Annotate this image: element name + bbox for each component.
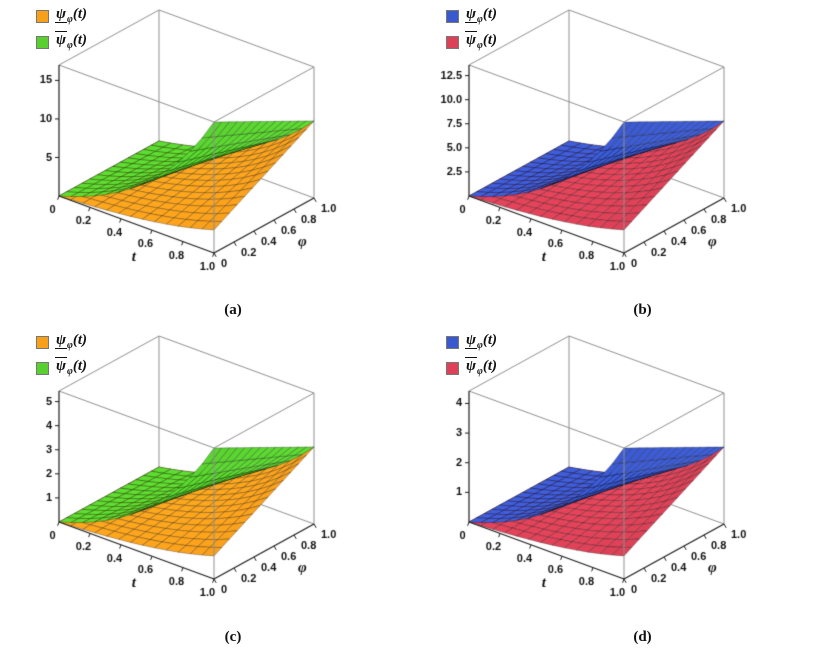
legend-swatch-upper (446, 361, 459, 375)
legend-swatch-lower (36, 9, 49, 23)
legend-label: ψφ(t) (465, 357, 498, 377)
psi-symbol: ψ (465, 332, 478, 349)
legend-item-lower-solution: ψφ(t) (446, 332, 498, 351)
panel-caption: (d) (633, 629, 652, 645)
legend-label: ψφ(t) (55, 31, 88, 51)
legend-label: ψφ(t) (465, 6, 498, 25)
psi-subscript: φ (477, 366, 483, 377)
legend-label: ψφ(t) (465, 332, 498, 351)
psi-symbol: ψ (465, 31, 478, 48)
psi-argument: (t) (482, 32, 498, 48)
legend-swatch-upper (36, 361, 49, 375)
psi-symbol: ψ (55, 332, 68, 349)
psi-symbol: ψ (55, 6, 68, 23)
psi-argument: (t) (72, 332, 88, 348)
legend: ψφ(t) ψφ(t) (36, 332, 88, 377)
legend-label: ψφ(t) (55, 357, 88, 377)
psi-subscript: φ (67, 14, 73, 25)
legend: ψφ(t) ψφ(t) (446, 332, 498, 377)
surface-plot-b (412, 0, 818, 292)
panel-d: ψφ(t) ψφ(t) (d) (410, 326, 819, 653)
psi-argument: (t) (482, 332, 498, 348)
psi-subscript: φ (477, 40, 483, 51)
legend-swatch-lower (446, 9, 459, 23)
legend-swatch-lower (446, 335, 459, 349)
psi-symbol: ψ (465, 357, 478, 374)
legend-swatch-lower (36, 335, 49, 349)
legend-item-lower-solution: ψφ(t) (446, 6, 498, 25)
legend-label: ψφ(t) (465, 31, 498, 51)
psi-symbol: ψ (55, 31, 68, 48)
legend-item-upper-solution: ψφ(t) (446, 31, 498, 51)
panel-caption: (c) (224, 629, 242, 645)
panel-c: ψφ(t) ψφ(t) (c) (0, 326, 410, 653)
legend-swatch-upper (446, 35, 459, 49)
psi-argument: (t) (72, 358, 88, 374)
psi-argument: (t) (482, 6, 498, 22)
psi-argument: (t) (72, 32, 88, 48)
psi-subscript: φ (477, 14, 483, 25)
panel-caption: (b) (633, 302, 652, 318)
legend: ψφ(t) ψφ(t) (36, 6, 88, 51)
panel-a: ψφ(t) ψφ(t) (a) (0, 0, 410, 326)
surface-plot-d (412, 326, 818, 618)
legend-item-upper-solution: ψφ(t) (446, 357, 498, 377)
psi-symbol: ψ (465, 6, 478, 23)
legend-swatch-upper (36, 35, 49, 49)
legend: ψφ(t) ψφ(t) (446, 6, 498, 51)
psi-subscript: φ (67, 366, 73, 377)
psi-argument: (t) (482, 358, 498, 374)
surface-plot-c (2, 326, 408, 618)
psi-subscript: φ (67, 40, 73, 51)
panel-b: ψφ(t) ψφ(t) (b) (410, 0, 819, 326)
surface-plot-a (2, 0, 408, 292)
psi-argument: (t) (72, 6, 88, 22)
legend-label: ψφ(t) (55, 6, 88, 25)
psi-subscript: φ (67, 340, 73, 351)
psi-subscript: φ (477, 340, 483, 351)
legend-item-upper-solution: ψφ(t) (36, 31, 88, 51)
legend-label: ψφ(t) (55, 332, 88, 351)
panel-caption: (a) (224, 302, 242, 318)
legend-item-upper-solution: ψφ(t) (36, 357, 88, 377)
legend-item-lower-solution: ψφ(t) (36, 6, 88, 25)
legend-item-lower-solution: ψφ(t) (36, 332, 88, 351)
psi-symbol: ψ (55, 357, 68, 374)
